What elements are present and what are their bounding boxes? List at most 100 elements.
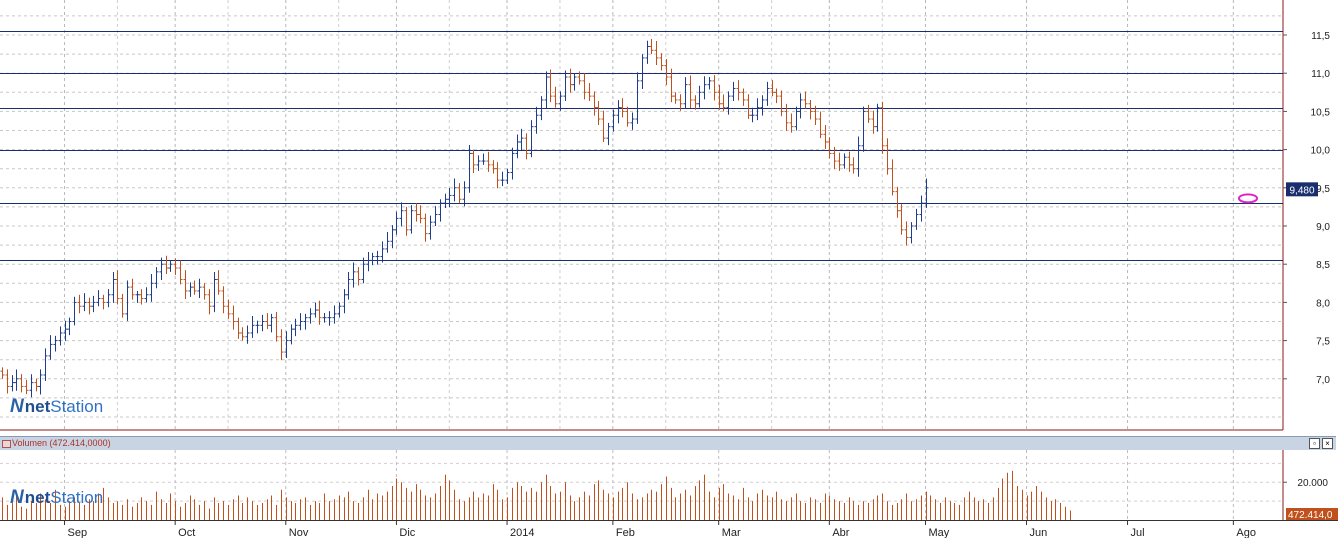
price-bar [553, 86, 558, 108]
price-bar [587, 82, 592, 102]
price-bar [736, 80, 741, 101]
price-bar [298, 313, 303, 331]
price-bar [895, 186, 900, 218]
price-bar [245, 325, 250, 344]
price-bar [48, 335, 53, 360]
last-volume-badge-bg [1286, 508, 1338, 520]
price-bar [394, 211, 399, 235]
price-bar [53, 335, 58, 352]
price-bar [409, 205, 414, 234]
price-bar [515, 134, 520, 159]
last-price-label: 9,480 [1289, 185, 1314, 196]
price-bar [847, 151, 852, 172]
price-y-tick-label: 10,0 [1311, 146, 1331, 157]
price-bar [120, 293, 125, 318]
price-bar [645, 40, 650, 64]
x-axis-label: May [929, 527, 950, 538]
price-bar [63, 320, 68, 342]
price-bar [337, 302, 342, 318]
x-axis-label: Jul [1131, 527, 1145, 538]
price-bar [794, 106, 799, 131]
price-bar [534, 106, 539, 134]
price-bar [346, 271, 351, 300]
price-bar [601, 110, 606, 142]
price-bar [279, 329, 284, 361]
price-bar [654, 40, 659, 65]
maximize-icon[interactable]: ▫ [1309, 438, 1320, 449]
price-bar [640, 54, 645, 89]
price-bar [524, 133, 529, 160]
price-bar [539, 96, 544, 121]
price-bar [875, 103, 880, 132]
volume-indicator-tag-icon[interactable] [2, 440, 11, 448]
price-bar [500, 171, 505, 187]
price-bar [154, 267, 159, 289]
price-bar [726, 91, 731, 115]
price-bar [274, 312, 279, 342]
volume-panel-title: Volumen (472.414,0000) [12, 438, 111, 448]
price-bar [43, 348, 48, 381]
price-bar [130, 278, 135, 300]
price-bar [481, 153, 486, 165]
netstation-logo-station: Station [50, 397, 104, 416]
price-bar [568, 68, 573, 93]
price-bar [789, 113, 794, 133]
price-bar [236, 317, 241, 339]
price-bar [139, 289, 144, 305]
price-bar [760, 95, 765, 116]
price-y-tick-label: 7,0 [1316, 375, 1330, 386]
price-bar [842, 153, 847, 169]
price-bar [731, 81, 736, 102]
price-bar [837, 152, 842, 171]
price-bar [423, 213, 428, 242]
price-bar [168, 260, 173, 272]
price-bar [774, 88, 779, 104]
price-bar [14, 369, 19, 391]
price-bar [82, 293, 87, 312]
price-bar [438, 199, 443, 222]
price-bar [447, 187, 452, 208]
price-bar [0, 367, 5, 379]
price-bar [87, 297, 92, 315]
price-bar [596, 101, 601, 125]
price-bar [746, 94, 751, 120]
price-bar [616, 100, 621, 124]
price-bar [231, 305, 236, 330]
price-y-tick-label: 8,0 [1316, 298, 1330, 309]
price-bar [808, 99, 813, 120]
price-bar [106, 289, 111, 308]
price-bar [24, 379, 29, 395]
price-bar [880, 101, 885, 154]
price-bar [544, 71, 549, 109]
price-bar [303, 313, 308, 330]
price-bar [649, 38, 654, 55]
last-price-badge: 9,480 [1286, 182, 1318, 197]
price-bar [861, 106, 866, 152]
x-axis-label: Sep [68, 527, 88, 538]
price-bar [5, 369, 10, 394]
price-bar [418, 205, 423, 224]
netstation-logo-net: net [24, 488, 51, 507]
price-bar [342, 289, 347, 314]
price-bar [673, 92, 678, 104]
close-icon[interactable]: × [1322, 438, 1333, 449]
price-bar [380, 241, 385, 263]
price-bar [750, 107, 755, 123]
price-bar [250, 315, 255, 338]
x-axis-label: 2014 [510, 527, 534, 538]
price-bar [38, 369, 43, 395]
price-bar [798, 93, 803, 119]
price-bar [29, 374, 34, 398]
price-bar [188, 282, 193, 297]
price-bar [784, 103, 789, 131]
price-bar [519, 128, 524, 151]
price-bar [433, 206, 438, 226]
price-bar [471, 149, 476, 173]
price-bar [96, 290, 101, 307]
price-bar [322, 312, 327, 323]
price-bar [202, 283, 207, 300]
price-bar [452, 178, 457, 202]
netstation-logo-net: net [24, 397, 51, 416]
price-bar [693, 95, 698, 110]
last-volume-label: 472.414,0 [1288, 510, 1333, 521]
